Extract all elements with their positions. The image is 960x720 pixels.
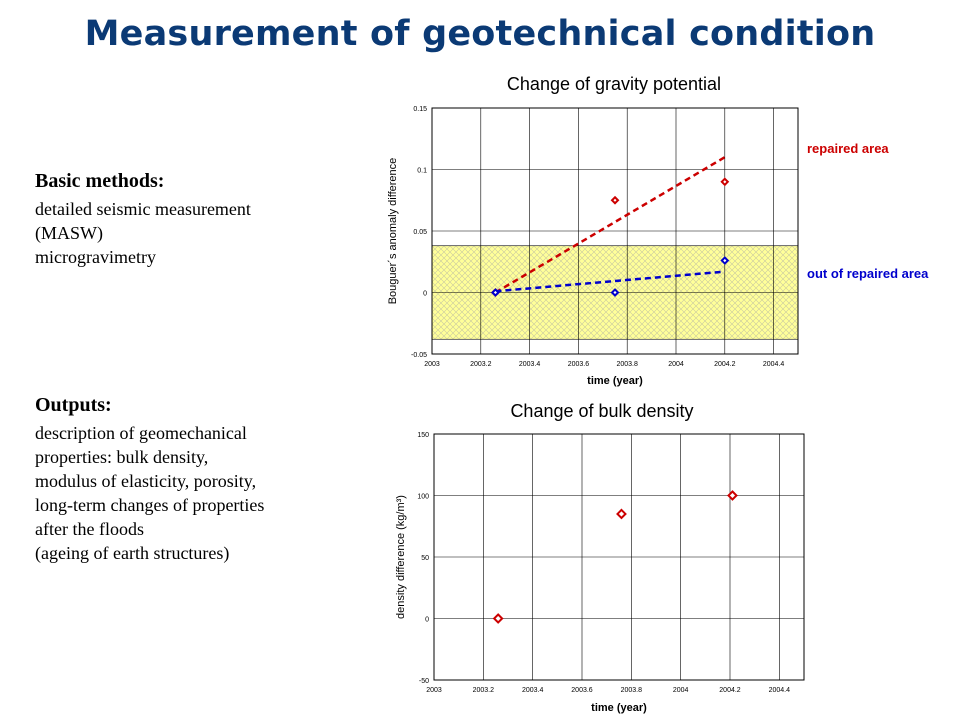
x-tick-label: 2003.4 xyxy=(522,687,544,694)
x-axis-label: time (year) xyxy=(591,702,647,714)
x-tick-label: 2003.8 xyxy=(616,361,638,368)
trend-line xyxy=(494,156,726,294)
outputs-line: description of geomechanical xyxy=(35,423,247,443)
series-label: out of repaired area xyxy=(807,266,929,281)
x-tick-label: 2003.4 xyxy=(519,361,541,368)
plot-frame xyxy=(431,107,799,355)
y-tick-label: 0 xyxy=(425,617,429,624)
data-point xyxy=(491,288,500,297)
data-point xyxy=(610,195,620,205)
x-tick-label: 2004.2 xyxy=(714,361,736,368)
y-tick-label: 100 xyxy=(417,494,429,501)
series-label: repaired area xyxy=(807,141,889,156)
x-tick-label: 2004 xyxy=(673,687,689,694)
x-tick-label: 2004.2 xyxy=(719,687,741,694)
data-point xyxy=(492,613,504,624)
data-point xyxy=(720,256,730,265)
x-tick-label: 2003 xyxy=(424,361,440,368)
basic-methods-heading: Basic methods: xyxy=(35,170,165,192)
basic-methods-line: microgravimetry xyxy=(35,247,156,267)
outputs-line: (ageing of earth structures) xyxy=(35,543,230,563)
x-tick-label: 2004 xyxy=(668,361,684,368)
outputs-line: properties: bulk density, xyxy=(35,447,209,467)
data-point xyxy=(727,490,738,501)
y-tick-label: 0 xyxy=(423,291,427,298)
x-tick-label: 2003.8 xyxy=(621,687,643,694)
y-axis-label: density difference (kg/m³) xyxy=(395,495,407,619)
trend-line xyxy=(495,270,725,293)
x-tick-label: 2003.2 xyxy=(470,361,492,368)
y-tick-label: 0.05 xyxy=(413,229,427,236)
y-tick-label: 150 xyxy=(417,432,429,439)
y-axis-label: Bouguer´s anomaly difference xyxy=(387,158,399,305)
outputs-line: modulus of elasticity, porosity, xyxy=(35,471,257,491)
y-tick-label: 50 xyxy=(421,555,429,562)
plot-frame xyxy=(433,433,805,681)
chart-title: Change of bulk density xyxy=(510,401,693,421)
y-tick-label: -50 xyxy=(419,678,429,685)
x-tick-label: 2003.6 xyxy=(568,361,590,368)
basic-methods-line: detailed seismic measurement xyxy=(35,199,251,219)
data-point xyxy=(616,508,627,520)
x-tick-label: 2003.2 xyxy=(473,687,495,694)
slide-title: Measurement of geotechnical condition xyxy=(84,14,876,54)
basic-methods-line: (MASW) xyxy=(35,223,103,243)
y-tick-label: -0.05 xyxy=(411,352,427,359)
data-point xyxy=(610,288,620,297)
outputs-line: after the floods xyxy=(35,519,144,539)
basic-methods-block: Basic methods: detailed seismic measurem… xyxy=(35,170,365,269)
x-tick-label: 2003 xyxy=(426,687,442,694)
outputs-heading: Outputs: xyxy=(35,394,112,416)
chart-title: Change of gravity potential xyxy=(507,74,721,94)
x-tick-label: 2004.4 xyxy=(763,361,785,368)
x-axis-label: time (year) xyxy=(587,375,643,387)
x-tick-label: 2004.4 xyxy=(769,687,791,694)
outputs-block: Outputs: description of geomechanical pr… xyxy=(35,394,365,565)
outputs-line: long-term changes of properties xyxy=(35,495,265,515)
data-point xyxy=(720,177,730,187)
y-tick-label: 0.15 xyxy=(413,106,427,113)
x-tick-label: 2003.6 xyxy=(571,687,593,694)
y-tick-label: 0.1 xyxy=(417,168,427,175)
